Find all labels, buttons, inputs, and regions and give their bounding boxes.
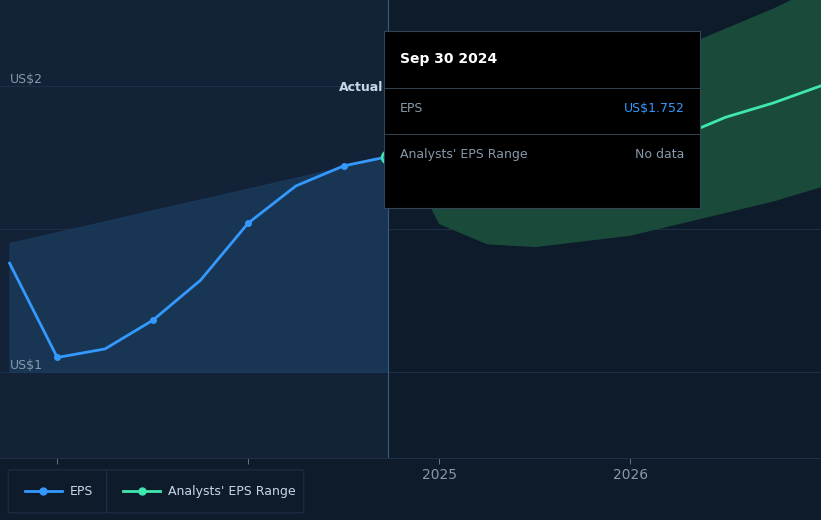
- Text: Analysts Forecasts: Analysts Forecasts: [395, 82, 511, 95]
- FancyBboxPatch shape: [8, 470, 107, 513]
- Text: EPS: EPS: [70, 485, 93, 498]
- Text: US$2: US$2: [10, 73, 43, 86]
- Text: Sep 30 2024: Sep 30 2024: [400, 53, 498, 67]
- Text: No data: No data: [635, 148, 685, 161]
- FancyBboxPatch shape: [107, 470, 304, 513]
- Text: Analysts' EPS Range: Analysts' EPS Range: [168, 485, 296, 498]
- Text: US$1.752: US$1.752: [624, 102, 685, 115]
- Text: Actual: Actual: [339, 82, 383, 95]
- Text: US$1: US$1: [10, 359, 43, 372]
- Text: EPS: EPS: [400, 102, 424, 115]
- Text: Analysts' EPS Range: Analysts' EPS Range: [400, 148, 528, 161]
- Bar: [0, 0, 388, 458]
